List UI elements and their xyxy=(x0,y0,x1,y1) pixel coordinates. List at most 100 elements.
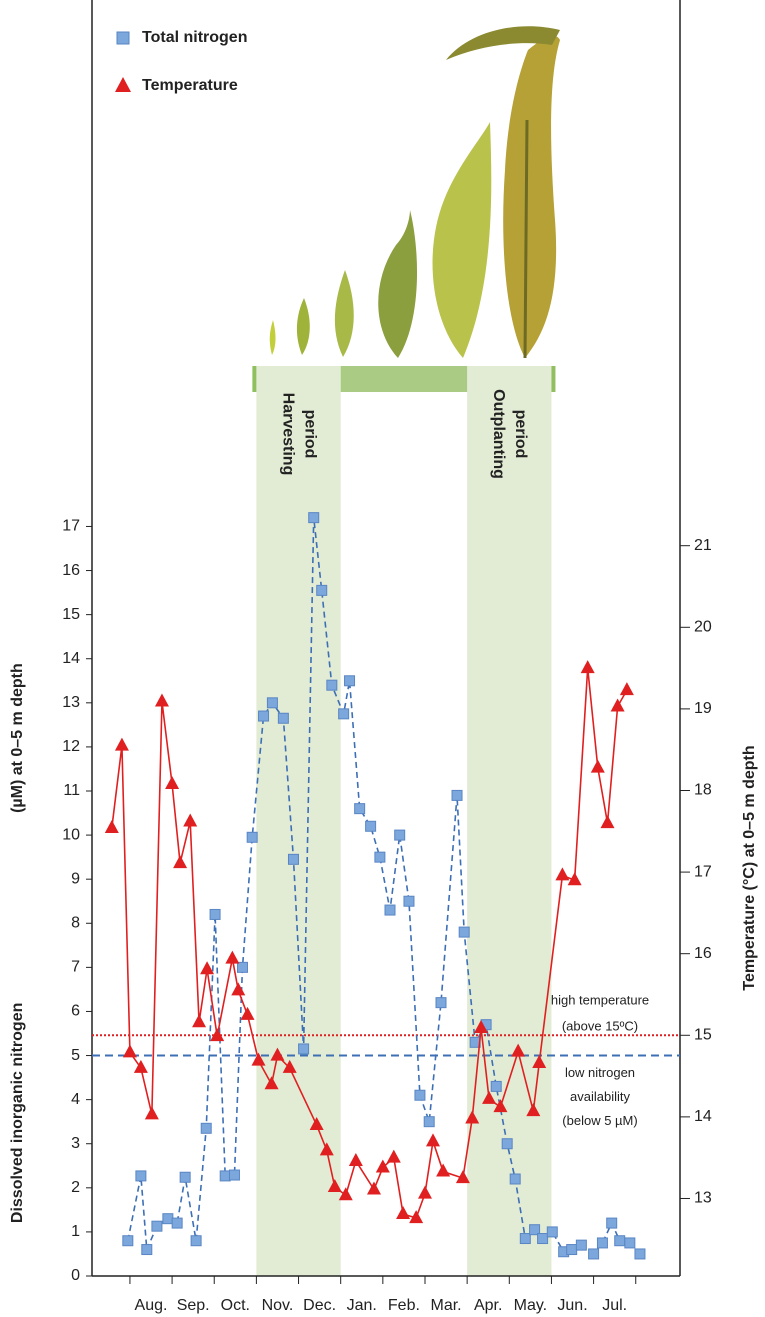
data-point xyxy=(338,708,350,720)
series-line xyxy=(127,517,641,1256)
data-point xyxy=(338,1187,353,1201)
y2-axis-title: Temperature (°C) at 0–5 m depth xyxy=(741,745,758,990)
y2-tick-label: 21 xyxy=(694,537,712,554)
data-point xyxy=(200,1122,212,1134)
data-point xyxy=(200,961,215,975)
data-point xyxy=(436,1163,451,1177)
growth-bar xyxy=(340,366,468,392)
data-point xyxy=(122,1044,137,1058)
data-point xyxy=(258,710,270,722)
y2-tick-label: 16 xyxy=(694,945,712,962)
y-tick-label: 1 xyxy=(71,1223,80,1240)
data-point xyxy=(154,693,169,707)
data-point xyxy=(409,1210,424,1224)
data-point xyxy=(537,1233,549,1245)
data-point xyxy=(173,855,188,869)
data-point xyxy=(309,1117,324,1131)
data-point xyxy=(266,697,278,709)
y-tick-label: 9 xyxy=(71,870,80,887)
legend-label: Temperature xyxy=(142,77,238,94)
data-point xyxy=(308,512,320,524)
y2-tick-label: 17 xyxy=(694,863,712,880)
y-tick-label: 4 xyxy=(71,1091,80,1108)
x-tick-label: Jul. xyxy=(602,1297,627,1314)
y2-tick-label: 13 xyxy=(694,1190,712,1207)
data-point xyxy=(396,1205,411,1219)
y-tick-label: 11 xyxy=(63,782,80,799)
data-point xyxy=(624,1237,636,1249)
data-point xyxy=(634,1248,646,1260)
data-point xyxy=(165,775,180,789)
y-tick-label: 2 xyxy=(71,1179,80,1196)
data-point xyxy=(532,1055,547,1069)
y2-tick-label: 15 xyxy=(694,1027,712,1044)
y-axis-title: (µM) at 0–5 m depth xyxy=(9,663,26,813)
data-point xyxy=(366,1181,381,1195)
period-label: period xyxy=(512,410,529,459)
data-point xyxy=(458,926,470,938)
legend-label: Total nitrogen xyxy=(142,29,247,46)
data-point xyxy=(141,1244,153,1256)
data-point xyxy=(270,1047,285,1061)
background-layer xyxy=(252,366,556,1276)
data-point xyxy=(526,1103,541,1117)
x-tick-label: Sep. xyxy=(177,1297,210,1314)
data-point xyxy=(282,1059,297,1073)
data-point xyxy=(482,1090,497,1104)
data-point xyxy=(451,789,463,801)
data-point xyxy=(490,1080,502,1092)
data-point xyxy=(501,1138,513,1150)
data-point xyxy=(365,820,377,832)
data-point xyxy=(344,675,356,687)
data-point xyxy=(277,712,289,724)
x-tick-label: Dec. xyxy=(303,1297,336,1314)
y-tick-label: 10 xyxy=(62,826,80,843)
data-point xyxy=(555,867,570,881)
data-point xyxy=(264,1076,279,1090)
x-tick-label: Oct. xyxy=(221,1297,250,1314)
data-point xyxy=(236,961,248,973)
data-point xyxy=(316,584,328,596)
y-tick-label: 6 xyxy=(71,1003,80,1020)
y-tick-label: 17 xyxy=(62,518,80,535)
data-point xyxy=(465,1110,480,1124)
data-point xyxy=(327,1179,342,1193)
x-tick-label: Apr. xyxy=(474,1297,502,1314)
data-point xyxy=(144,1106,159,1120)
annotation: high temperature xyxy=(551,993,649,1008)
period-label: Harvesting xyxy=(279,393,296,476)
annotation: availability xyxy=(570,1089,630,1104)
period-label: period xyxy=(301,410,318,459)
y2-tick-label: 14 xyxy=(694,1108,712,1125)
data-point xyxy=(614,1235,626,1247)
data-point xyxy=(133,1059,148,1073)
data-point xyxy=(519,1233,531,1245)
data-point xyxy=(417,1185,432,1199)
data-point xyxy=(171,1217,183,1229)
data-point xyxy=(298,1043,310,1055)
data-point xyxy=(231,982,246,996)
y-tick-label: 0 xyxy=(71,1267,80,1284)
data-point xyxy=(354,803,366,815)
data-point xyxy=(580,660,595,674)
data-point xyxy=(179,1171,191,1183)
data-point xyxy=(122,1235,134,1247)
y-tick-label: 12 xyxy=(62,738,80,755)
data-point xyxy=(114,737,129,751)
y2-tick-label: 18 xyxy=(694,782,712,799)
y-tick-label: 15 xyxy=(62,606,80,623)
x-tick-label: Nov. xyxy=(262,1297,294,1314)
data-point xyxy=(183,813,198,827)
y-tick-label: 16 xyxy=(62,562,80,579)
data-point xyxy=(104,820,119,834)
data-point xyxy=(596,1237,608,1249)
data-point xyxy=(219,1170,231,1182)
data-point xyxy=(575,1239,587,1251)
data-point xyxy=(590,759,605,773)
data-point xyxy=(209,908,221,920)
data-point xyxy=(375,1159,390,1173)
data-point xyxy=(566,1244,578,1256)
data-point xyxy=(423,1116,435,1128)
x-tick-label: Feb. xyxy=(388,1297,420,1314)
